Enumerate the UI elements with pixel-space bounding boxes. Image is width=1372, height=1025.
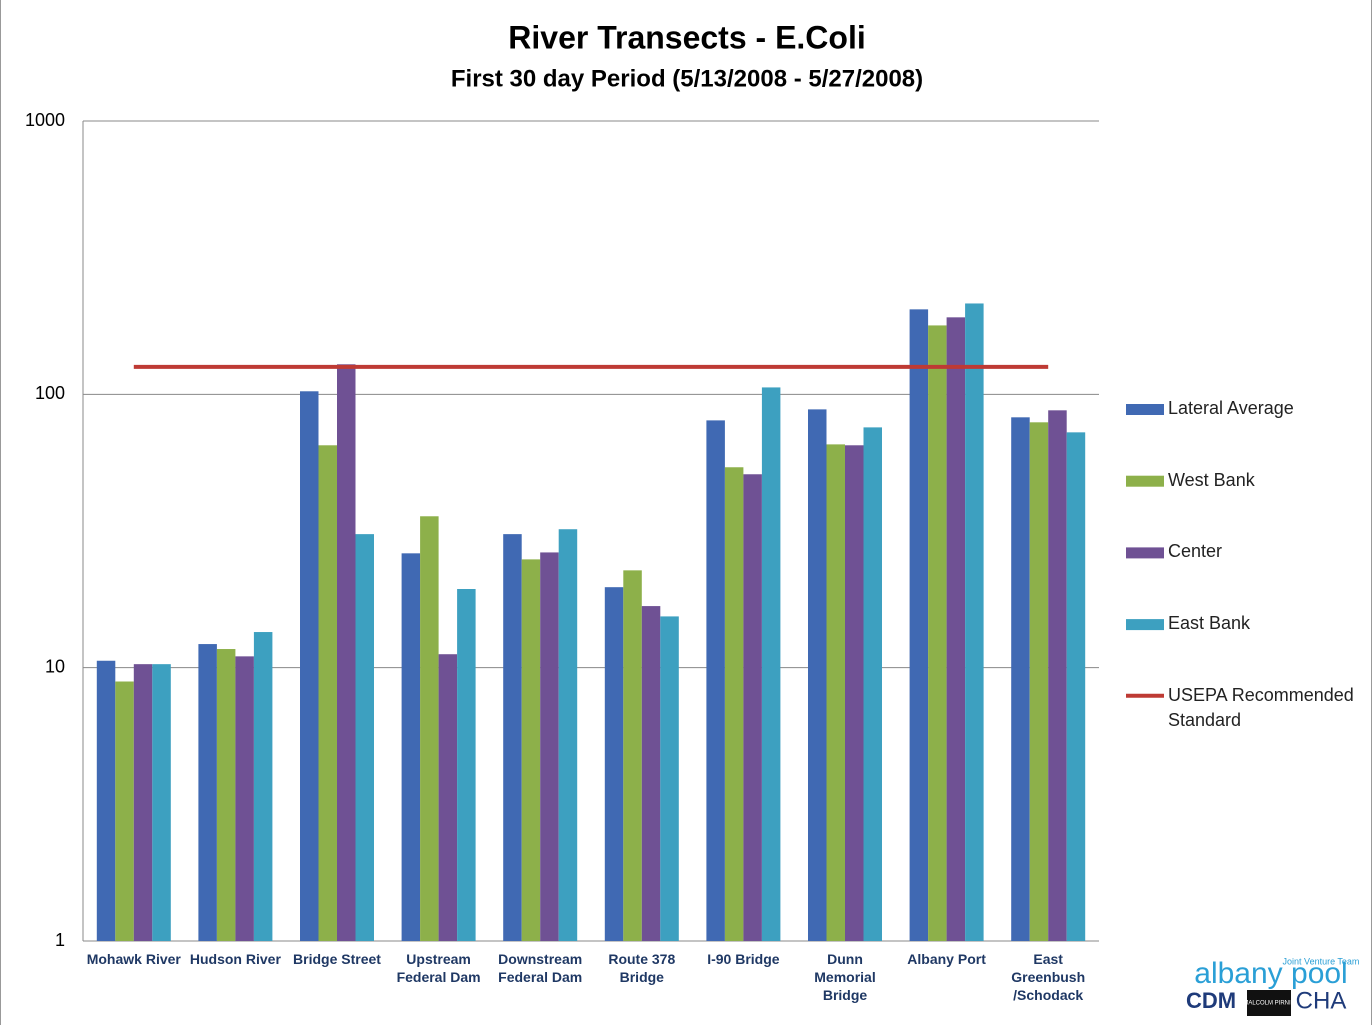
logo-firm: MALCOLM PIRNIE	[1243, 1001, 1294, 1007]
y-tick-label: 100	[35, 383, 65, 403]
y-tick-label: 10	[45, 656, 65, 676]
x-tick-label: Albany Port	[907, 951, 986, 967]
legend-label: East Bank	[1168, 613, 1251, 634]
legend-swatch	[1126, 404, 1164, 415]
bar	[337, 364, 356, 941]
chart-title: River Transects - E.Coli	[508, 19, 865, 55]
bar	[235, 656, 254, 941]
bar	[1011, 417, 1030, 941]
bar	[115, 681, 134, 941]
bar	[845, 445, 864, 941]
x-tick-label: I-90 Bridge	[707, 951, 780, 967]
bar	[457, 589, 476, 941]
bar	[318, 445, 337, 941]
x-tick-label: Bridge Street	[293, 951, 381, 967]
legend-swatch	[1126, 475, 1164, 487]
bar	[133, 664, 153, 941]
x-tick-label: Upstream Federal Dam	[396, 951, 481, 985]
bar	[216, 649, 236, 941]
bar	[724, 467, 744, 941]
logo-box	[1247, 990, 1291, 1016]
bar	[558, 529, 578, 941]
x-tick-label: Mohawk River	[86, 951, 181, 967]
legend-swatch	[1126, 619, 1164, 631]
legend-label: Center	[1168, 541, 1223, 562]
bar	[503, 534, 522, 941]
bar	[604, 587, 624, 941]
x-tick-label: Downstream Federal Dam	[498, 951, 583, 985]
logo-firm: CHA	[1296, 987, 1347, 1014]
x-tick-label: Dunn Memorial Bridge	[814, 951, 876, 1003]
bar	[420, 516, 439, 941]
x-tick-label: East Greenbush /Schodack	[1011, 951, 1086, 1003]
legend-label: Lateral Average	[1168, 398, 1294, 418]
bar	[152, 664, 171, 941]
y-tick-label: 1000	[25, 110, 65, 130]
bar	[623, 570, 642, 941]
bar	[1048, 410, 1067, 942]
bar	[521, 559, 541, 941]
legend-swatch	[1126, 547, 1164, 559]
y-tick-label: 1	[55, 930, 65, 950]
bar	[96, 660, 116, 941]
bar	[540, 552, 559, 941]
bar	[401, 553, 421, 941]
bar	[706, 420, 725, 941]
bar	[253, 632, 273, 941]
bar	[1029, 422, 1049, 941]
bar	[826, 444, 845, 941]
bar	[300, 391, 319, 941]
bar	[355, 534, 374, 941]
bar	[928, 325, 947, 941]
bar	[1066, 432, 1086, 941]
bar	[743, 474, 762, 941]
logo-name: albany pool	[1194, 957, 1347, 990]
logo-tagline: Joint Venture Team	[1283, 956, 1360, 966]
bar	[808, 409, 827, 941]
bar	[641, 606, 661, 941]
x-tick-label: Hudson River	[189, 951, 281, 967]
bar	[909, 309, 929, 942]
x-tick-label: Route 378 Bridge	[608, 951, 676, 985]
legend-label: West Bank	[1168, 469, 1255, 490]
bar	[198, 644, 217, 941]
bar	[946, 317, 966, 941]
bar	[965, 303, 984, 942]
bar	[863, 427, 882, 941]
bar	[761, 387, 781, 941]
logo-firm: CDM	[1186, 988, 1236, 1013]
legend-label: USEPA Recommended Standard	[1168, 684, 1354, 730]
chart-subtitle: First 30 day Period (5/13/2008 - 5/27/20…	[451, 65, 923, 92]
bar	[438, 654, 458, 941]
bar	[660, 616, 679, 941]
